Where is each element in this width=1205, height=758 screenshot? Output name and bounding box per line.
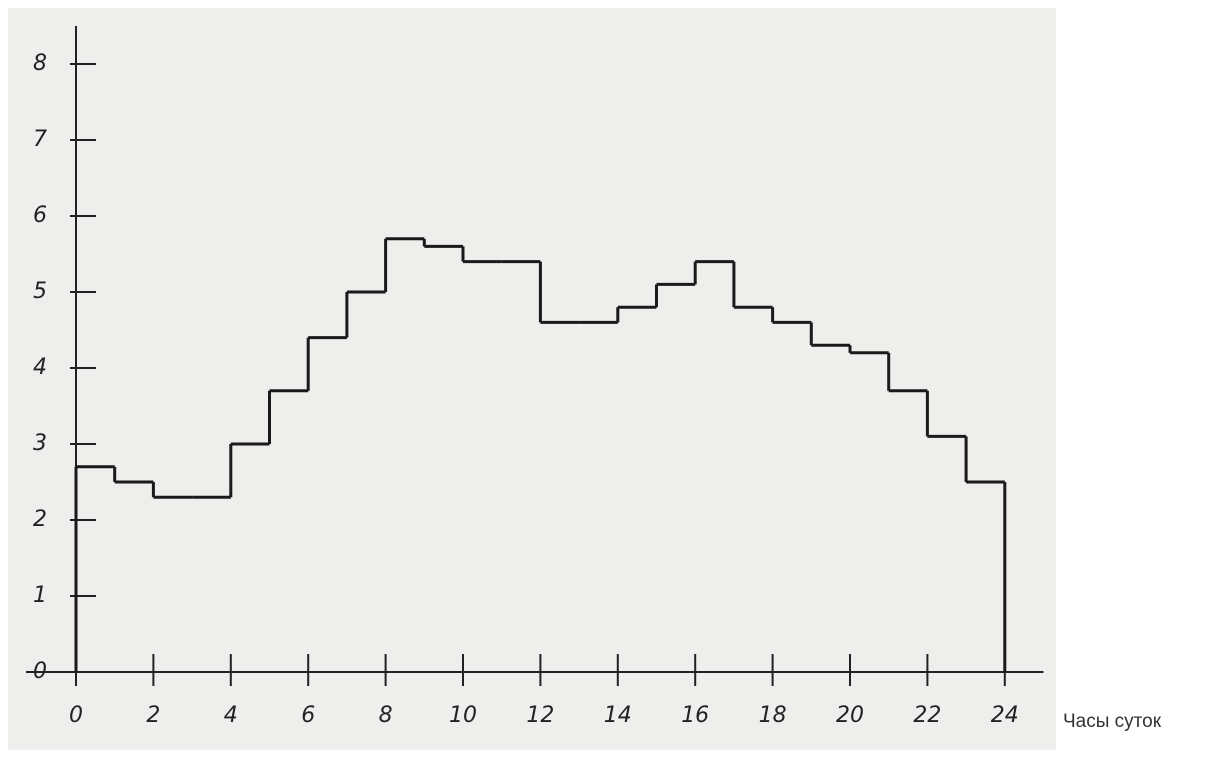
x-tick-label: 12 (526, 703, 554, 728)
x-tick-label: 22 (913, 703, 941, 728)
x-tick-label: 24 (991, 703, 1019, 728)
x-tick-label: 14 (604, 703, 632, 728)
chart: Часы суток 01234567802468101214161820222… (0, 0, 1205, 758)
x-axis-label: Часы суток (1063, 711, 1162, 732)
y-tick-label: 0 (33, 659, 47, 684)
x-tick-label: 4 (224, 703, 238, 728)
y-tick-label: 6 (33, 203, 47, 228)
y-tick-label: 7 (33, 127, 47, 152)
x-tick-label: 10 (449, 703, 477, 728)
x-tick-label: 6 (301, 703, 315, 728)
y-tick-label: 3 (33, 431, 47, 456)
y-tick-label: 8 (33, 51, 47, 76)
x-tick-label: 2 (146, 703, 160, 728)
y-tick-label: 5 (33, 279, 47, 304)
x-tick-label: 0 (69, 703, 83, 728)
x-tick-label: 16 (681, 703, 709, 728)
x-tick-label: 18 (759, 703, 787, 728)
x-tick-label: 8 (379, 703, 393, 728)
x-tick-label: 20 (836, 703, 864, 728)
paper (8, 8, 1056, 750)
y-tick-label: 4 (33, 355, 47, 380)
y-tick-label: 2 (33, 507, 47, 532)
y-tick-label: 1 (33, 583, 47, 608)
